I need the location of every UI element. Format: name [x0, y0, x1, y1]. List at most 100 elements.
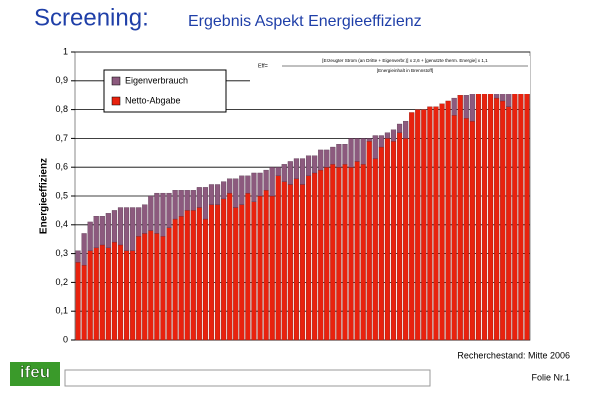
bar-segment	[281, 181, 287, 341]
bar-segment	[439, 103, 445, 341]
bar-segment	[348, 138, 354, 168]
bar-segment	[324, 167, 330, 341]
bar-segment	[93, 216, 99, 248]
bar-segment	[196, 207, 202, 341]
y-tick-label: 0,6	[55, 162, 68, 172]
bar-segment	[196, 187, 202, 208]
bar-segment	[202, 218, 209, 341]
bar-segment	[469, 120, 475, 341]
y-tick-label: 0,3	[55, 248, 68, 258]
slide-title: Screening:	[34, 4, 149, 31]
bar-segment	[287, 161, 293, 185]
bar-segment	[330, 164, 336, 341]
bar-segment	[154, 233, 160, 341]
bar-segment	[372, 158, 378, 341]
legend-swatch	[111, 76, 121, 86]
bar-segment	[130, 207, 136, 251]
formula-denominator: [Energieinhalt in Brennstoff]	[377, 68, 433, 73]
y-tick-label: 0,7	[55, 133, 68, 143]
y-tick-label: 0,9	[55, 75, 68, 85]
bar-segment	[184, 210, 190, 341]
bar-segment	[111, 210, 118, 243]
bar-segment	[245, 175, 251, 194]
bar-segment	[105, 213, 111, 248]
bar-segment	[390, 141, 397, 341]
bar-segment	[305, 155, 312, 176]
bar-segment	[512, 92, 518, 341]
bar-segment	[148, 230, 154, 341]
bar-segment	[305, 175, 312, 341]
bar-segment	[263, 169, 269, 191]
bar-segment	[299, 158, 306, 185]
bar-segment	[275, 175, 281, 341]
logo-box	[10, 362, 60, 386]
y-tick-label: 0,4	[55, 219, 68, 229]
bar-segment	[166, 192, 172, 228]
bar-segment	[487, 86, 494, 341]
bar-segment	[136, 207, 142, 237]
bar-segment	[384, 132, 391, 139]
bar-segment	[239, 204, 245, 341]
bar-segment	[202, 187, 209, 220]
bar-segment	[160, 236, 166, 341]
bar-segment	[190, 210, 196, 341]
bar-segment	[366, 141, 372, 341]
bar-segment	[481, 92, 488, 341]
legend-swatch	[111, 96, 121, 106]
bar-segment	[251, 201, 257, 341]
bar-segment	[142, 233, 148, 341]
bar-segment	[269, 167, 275, 197]
bar-segment	[457, 95, 463, 341]
bar-segment	[366, 138, 372, 142]
bar-segment	[251, 172, 257, 202]
bar-segment	[293, 178, 300, 341]
bar-segment	[518, 69, 524, 341]
bar-segment	[427, 106, 433, 341]
bar-segment	[312, 155, 318, 174]
bar-segment	[87, 221, 93, 251]
bar-segment	[166, 227, 172, 341]
bar-segment	[281, 164, 287, 182]
bar-segment	[81, 233, 87, 266]
bar-segment	[117, 244, 124, 341]
bar-segment	[190, 190, 196, 211]
bar-segment	[494, 97, 500, 341]
y-tick-label: 0,5	[55, 190, 68, 200]
bar-segment	[336, 167, 342, 341]
formula-numerator: [Erzeugter Strom (an Dritte + Eigenverbr…	[322, 58, 488, 63]
bar-segment	[111, 241, 118, 341]
y-tick-label: 0,8	[55, 104, 68, 114]
bar-segment	[360, 164, 366, 341]
bar-segment	[221, 198, 227, 341]
legend-label: Netto-Abgabe	[125, 95, 181, 105]
bar-segment	[257, 172, 263, 197]
bar-segment	[93, 247, 99, 341]
bar-segment	[318, 169, 324, 341]
bar-segment	[287, 184, 293, 341]
bar-segment	[184, 190, 190, 211]
bar-segment	[299, 184, 306, 341]
bar-segment	[99, 244, 105, 341]
bar-segment	[233, 207, 239, 341]
bar-segment	[342, 144, 348, 165]
y-axis-label: Energieeffizienz	[39, 158, 50, 234]
bar-segment	[75, 262, 81, 341]
bar-segment	[463, 118, 469, 341]
bar-segment	[178, 190, 184, 217]
bar-segment	[403, 138, 409, 341]
y-tick-label: 1	[63, 46, 68, 56]
footer-slide: Folie Nr.1	[531, 372, 570, 382]
bar-segment	[99, 216, 105, 246]
bar-segment	[469, 92, 475, 122]
bar-segment	[354, 161, 360, 341]
bar-segment	[75, 250, 81, 263]
bar-segment	[451, 115, 457, 341]
bar-segment	[105, 247, 111, 341]
bar-segment	[227, 178, 233, 194]
bar-segment	[372, 135, 378, 159]
bar-segment	[123, 250, 130, 341]
bar-segment	[500, 100, 506, 341]
bar-segment	[396, 123, 403, 133]
bar-segment	[403, 120, 409, 139]
